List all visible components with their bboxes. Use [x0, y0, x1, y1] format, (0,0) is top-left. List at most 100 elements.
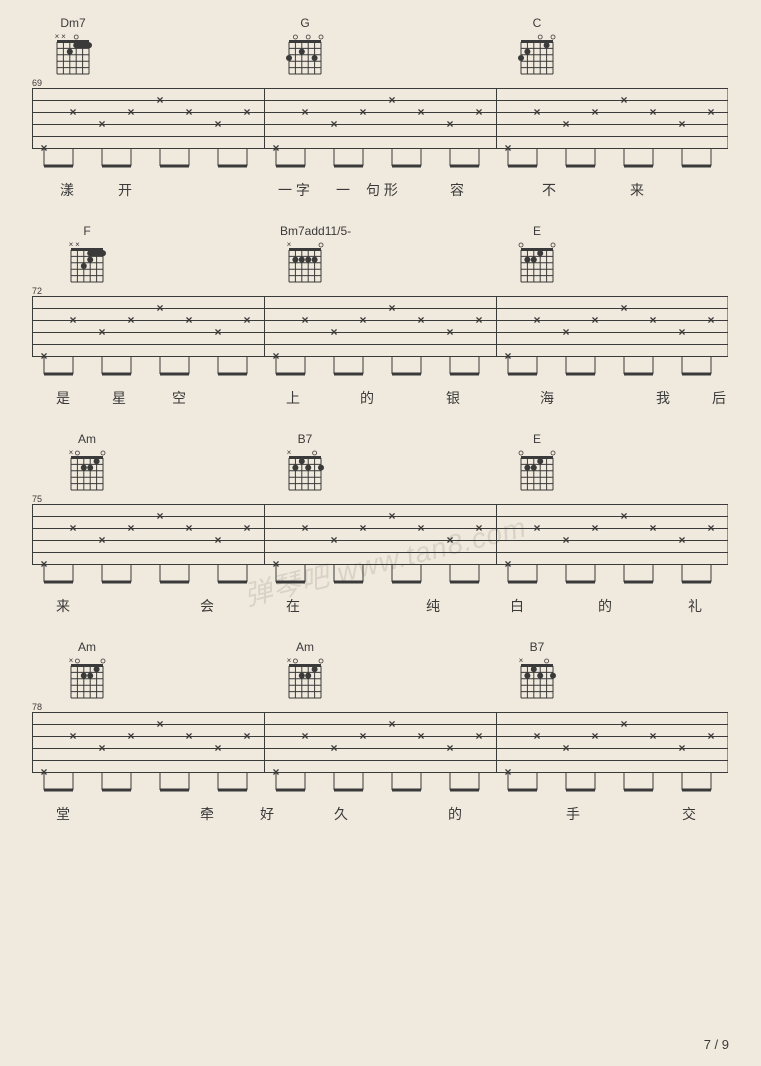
svg-text:×: × [562, 741, 569, 755]
lyric-syllable: 不 [542, 180, 556, 200]
lyric-syllable: 银 [446, 388, 460, 408]
tab-staff: ×××××××××××××××××××××××× [32, 296, 729, 380]
lyric-syllable: 久 [334, 804, 348, 824]
svg-text:×: × [98, 741, 105, 755]
lyric-row: 来会在纯白的礼 [32, 596, 729, 618]
svg-text:×: × [533, 105, 540, 119]
chord-block: G [280, 16, 330, 78]
svg-text:×: × [75, 240, 80, 249]
tab-system: Am×B7×E75××××××××××××××××××××××××来会在纯白的礼 [32, 432, 729, 618]
svg-text:×: × [287, 448, 292, 457]
svg-text:×: × [287, 656, 292, 665]
lyric-syllable: 开 [118, 180, 132, 200]
svg-text:×: × [243, 313, 250, 327]
svg-text:×: × [287, 240, 292, 249]
svg-text:×: × [417, 729, 424, 743]
svg-text:×: × [533, 313, 540, 327]
svg-text:×: × [649, 105, 656, 119]
chord-name: F [62, 224, 112, 238]
svg-text:×: × [475, 105, 482, 119]
svg-text:×: × [185, 729, 192, 743]
chord-diagram [517, 32, 557, 78]
svg-text:×: × [591, 729, 598, 743]
svg-text:×: × [417, 105, 424, 119]
svg-text:×: × [243, 521, 250, 535]
svg-text:×: × [185, 313, 192, 327]
svg-text:×: × [185, 521, 192, 535]
lyric-syllable: 会 [200, 596, 214, 616]
svg-text:×: × [214, 533, 221, 547]
svg-text:×: × [214, 741, 221, 755]
chord-row: Dm7 ×× G C [32, 16, 729, 82]
svg-text:×: × [69, 448, 74, 457]
chord-block: Am × [280, 640, 330, 702]
svg-text:×: × [69, 313, 76, 327]
svg-text:×: × [301, 313, 308, 327]
chord-block: Dm7 ×× [48, 16, 98, 78]
svg-text:×: × [127, 729, 134, 743]
svg-text:×: × [388, 301, 395, 315]
svg-text:×: × [649, 313, 656, 327]
chord-block: C [512, 16, 562, 78]
lyric-syllable: 礼 [688, 596, 702, 616]
svg-text:×: × [562, 117, 569, 131]
svg-text:×: × [330, 533, 337, 547]
lyric-syllable: 漾 [60, 180, 74, 200]
svg-text:×: × [301, 729, 308, 743]
svg-text:×: × [446, 533, 453, 547]
tab-staff: ×××××××××××××××××××××××× [32, 504, 729, 588]
chord-block: E [512, 432, 562, 494]
chord-row: Am × Am × B7 × [32, 640, 729, 706]
chord-name: Am [62, 640, 112, 654]
svg-text:×: × [388, 509, 395, 523]
chord-diagram: × [285, 240, 325, 286]
svg-text:×: × [301, 105, 308, 119]
chord-name: Am [280, 640, 330, 654]
lyric-syllable: 海 [540, 388, 554, 408]
tab-staff: ×××××××××××××××××××××××× [32, 712, 729, 796]
svg-text:×: × [127, 313, 134, 327]
svg-text:×: × [707, 521, 714, 535]
svg-text:×: × [359, 105, 366, 119]
svg-text:×: × [707, 729, 714, 743]
svg-text:×: × [330, 117, 337, 131]
page-number: 7 / 9 [704, 1037, 729, 1052]
chord-name: B7 [512, 640, 562, 654]
chord-name: Dm7 [48, 16, 98, 30]
svg-text:×: × [156, 93, 163, 107]
svg-text:×: × [475, 729, 482, 743]
chord-diagram: × [517, 656, 557, 702]
lyric-syllable: 牵 [200, 804, 214, 824]
svg-text:×: × [98, 325, 105, 339]
svg-text:×: × [61, 32, 66, 41]
chord-name: C [512, 16, 562, 30]
lyric-syllable: 交 [682, 804, 696, 824]
svg-text:×: × [388, 93, 395, 107]
svg-text:×: × [359, 521, 366, 535]
svg-text:×: × [127, 521, 134, 535]
chord-diagram [517, 448, 557, 494]
svg-text:×: × [519, 656, 524, 665]
lyric-syllable: 来 [630, 180, 644, 200]
chord-diagram: × [67, 656, 107, 702]
svg-text:×: × [156, 717, 163, 731]
guitar-tab-page: 弹琴吧 www.tan8.com Dm7××GC69××××××××××××××… [0, 0, 761, 1066]
svg-text:×: × [156, 301, 163, 315]
svg-text:×: × [475, 313, 482, 327]
lyric-syllable: 句 形 [366, 180, 398, 200]
svg-text:×: × [301, 521, 308, 535]
svg-text:×: × [533, 729, 540, 743]
bar-number: 78 [32, 702, 42, 712]
bar-number: 75 [32, 494, 42, 504]
tab-staff: ×××××××××××××××××××××××× [32, 88, 729, 172]
svg-text:×: × [707, 313, 714, 327]
lyric-syllable: 我 [656, 388, 670, 408]
svg-text:×: × [620, 301, 627, 315]
lyric-syllable: 来 [56, 596, 70, 616]
chord-diagram: ×× [53, 32, 93, 78]
svg-text:×: × [156, 509, 163, 523]
svg-text:×: × [185, 105, 192, 119]
chord-name: Bm7add11/5- [280, 224, 330, 238]
lyric-syllable: 星 [112, 388, 126, 408]
chord-block: Bm7add11/5- × [280, 224, 330, 286]
